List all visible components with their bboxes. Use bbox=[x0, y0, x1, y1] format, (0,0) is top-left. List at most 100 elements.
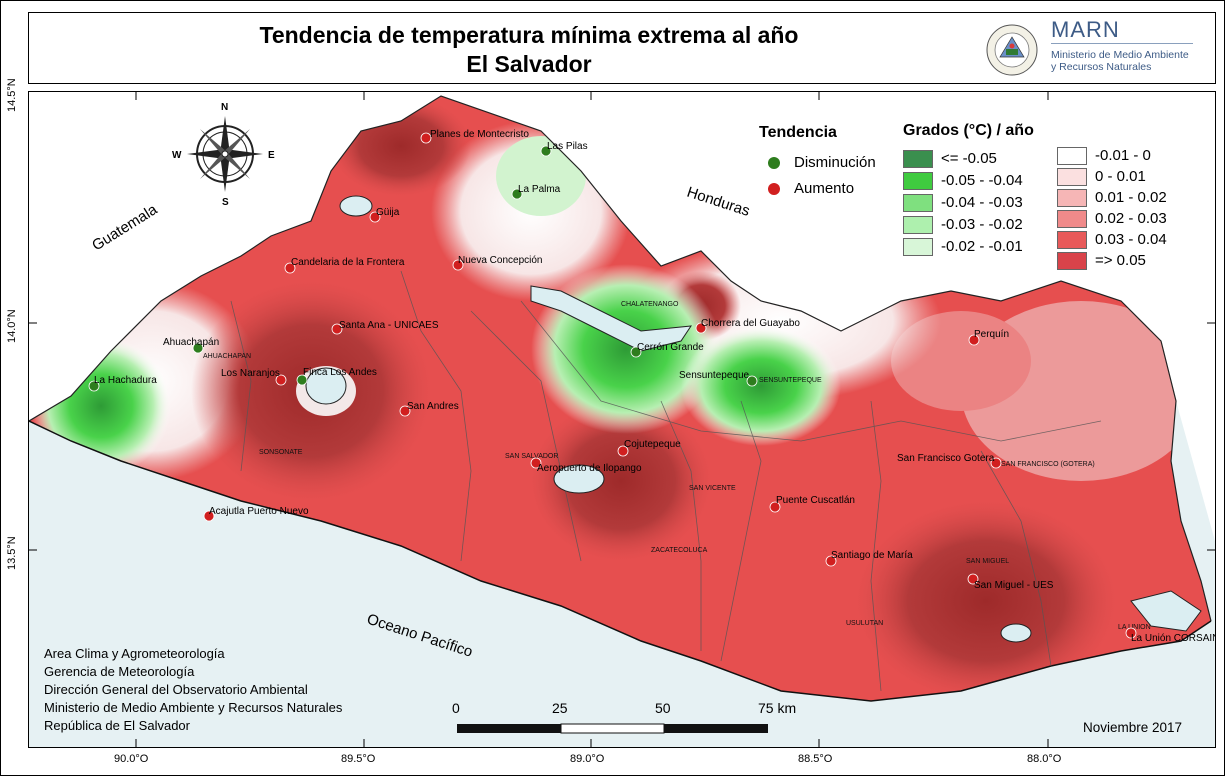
station-label: Las Pilas bbox=[547, 141, 588, 152]
legend-swatch bbox=[903, 172, 933, 191]
legend-swatch bbox=[1057, 252, 1087, 271]
legend-swatch bbox=[1057, 210, 1087, 229]
legend-swatch bbox=[903, 194, 933, 213]
legend-class: -0.04 - -0.03 bbox=[903, 194, 1023, 213]
legend-class: 0 - 0.01 bbox=[1057, 168, 1146, 187]
legend-class-label: -0.01 - 0 bbox=[1095, 147, 1151, 164]
station-marker[interactable] bbox=[399, 405, 411, 417]
country-border bbox=[29, 95, 1212, 622]
station-marker[interactable] bbox=[284, 262, 296, 274]
dept-label: SAN SALVADOR bbox=[505, 453, 558, 460]
station-marker[interactable] bbox=[420, 132, 432, 144]
station-label: Nueva Concepción bbox=[458, 255, 543, 266]
station-marker[interactable] bbox=[825, 555, 837, 567]
station-marker[interactable] bbox=[192, 342, 204, 354]
department-borders bbox=[230, 270, 1102, 692]
legend-swatch bbox=[1057, 189, 1087, 208]
lon-label-89-5: 89.5°O bbox=[341, 753, 376, 765]
compass-rose: N S E W bbox=[170, 98, 280, 210]
legend-class: -0.03 - -0.02 bbox=[903, 216, 1023, 235]
station-label: San Andres bbox=[407, 401, 459, 412]
legend-trend-decrease-label: Disminución bbox=[794, 154, 876, 171]
coastline bbox=[29, 420, 1212, 702]
lat-label-13-5: 13.5°N bbox=[6, 536, 18, 570]
scale-label: 0 bbox=[452, 700, 460, 716]
station-label: La Hachadura bbox=[94, 375, 157, 386]
map-header: Tendencia de temperatura mínima extrema … bbox=[28, 12, 1216, 84]
station-marker[interactable] bbox=[630, 346, 642, 358]
station-marker[interactable] bbox=[88, 380, 100, 392]
dept-label: SONSONATE bbox=[259, 449, 303, 456]
station-marker[interactable] bbox=[203, 510, 215, 522]
station-label: Candelaria de la Frontera bbox=[291, 257, 405, 268]
red-dot-icon bbox=[768, 183, 780, 196]
dept-label: CHALATENANGO bbox=[621, 301, 679, 308]
station-label: Cojutepeque bbox=[624, 439, 681, 450]
dept-label: AHUACHAPAN bbox=[203, 353, 251, 360]
station-label: Finca Los Andes bbox=[303, 367, 377, 378]
lake-olomega bbox=[1000, 623, 1032, 643]
lake-cerron-grande bbox=[530, 285, 693, 352]
station-marker[interactable] bbox=[369, 211, 381, 223]
station-marker[interactable] bbox=[296, 374, 308, 386]
station-label: Planes de Montecristo bbox=[430, 129, 529, 140]
legend-class: -0.05 - -0.04 bbox=[903, 172, 1023, 191]
legend-class: -0.02 - -0.01 bbox=[903, 238, 1023, 257]
gulf-fonseca bbox=[1130, 590, 1202, 632]
compass-w: W bbox=[172, 150, 182, 161]
station-marker[interactable] bbox=[746, 375, 758, 387]
credit-line: Dirección General del Observatorio Ambie… bbox=[44, 682, 308, 697]
lat-label-14-5: 14.5°N bbox=[6, 78, 18, 112]
legend-degrees-title: Grados (°C) / año bbox=[903, 122, 1034, 139]
station-label: Cerrón Grande bbox=[637, 342, 704, 353]
dept-label: LA UNION bbox=[1118, 624, 1151, 631]
logo-divider bbox=[1051, 43, 1193, 44]
station-marker[interactable] bbox=[275, 374, 287, 386]
station-marker[interactable] bbox=[511, 188, 523, 200]
station-marker[interactable] bbox=[695, 322, 707, 334]
station-marker[interactable] bbox=[769, 501, 781, 513]
legend-trend-decrease: Disminución bbox=[768, 154, 876, 171]
lon-label-89-0: 89.0°O bbox=[570, 753, 605, 765]
station-label: Puente Cuscatlán bbox=[776, 495, 855, 506]
legend-class-label: -0.05 - -0.04 bbox=[941, 172, 1023, 189]
legend-class: 0.01 - 0.02 bbox=[1057, 189, 1167, 208]
legend-class-label: 0.03 - 0.04 bbox=[1095, 231, 1167, 248]
scale-label: 25 bbox=[552, 700, 568, 716]
station-marker[interactable] bbox=[530, 457, 542, 469]
credit-line: Area Clima y Agrometeorología bbox=[44, 646, 225, 661]
legend-swatch bbox=[1057, 147, 1087, 166]
legend-class-label: -0.03 - -0.02 bbox=[941, 216, 1023, 233]
station-marker[interactable] bbox=[968, 334, 980, 346]
station-marker[interactable] bbox=[990, 457, 1002, 469]
station-label: Sensuntepeque bbox=[679, 370, 750, 381]
credit-line: Gerencia de Meteorología bbox=[44, 664, 195, 679]
station-marker[interactable] bbox=[1125, 627, 1137, 639]
station-label: Santa Ana - UNICAES bbox=[339, 320, 439, 331]
legend-class-label: 0.02 - 0.03 bbox=[1095, 210, 1167, 227]
station-marker[interactable] bbox=[540, 145, 552, 157]
lon-label-90-0: 90.0°O bbox=[114, 753, 149, 765]
el-salvador-seal-logo bbox=[986, 24, 1038, 76]
station-marker[interactable] bbox=[617, 445, 629, 457]
compass-rose-icon bbox=[187, 116, 263, 192]
marn-logo-text: MARN bbox=[1051, 17, 1120, 42]
station-marker[interactable] bbox=[331, 323, 343, 335]
legend-class-label: 0.01 - 0.02 bbox=[1095, 189, 1167, 206]
legend-class-label: 0 - 0.01 bbox=[1095, 168, 1146, 185]
station-label: La Unión CORSAIN bbox=[1131, 633, 1215, 644]
legend-class-label: -0.02 - -0.01 bbox=[941, 238, 1023, 255]
dept-label: SAN MIGUEL bbox=[966, 558, 1009, 565]
credit-line: República de El Salvador bbox=[44, 718, 190, 733]
legend-class-label: -0.04 - -0.03 bbox=[941, 194, 1023, 211]
station-marker[interactable] bbox=[452, 259, 464, 271]
lake-coatepeque bbox=[305, 367, 347, 405]
station-marker[interactable] bbox=[967, 573, 979, 585]
dept-label: SAN VICENTE bbox=[689, 485, 736, 492]
legend-swatch bbox=[903, 216, 933, 235]
legend-class: 0.03 - 0.04 bbox=[1057, 231, 1167, 250]
station-label: Acajutla Puerto Nuevo bbox=[209, 506, 309, 517]
station-label: Los Naranjos bbox=[221, 368, 280, 379]
lake-ilopango bbox=[553, 464, 605, 494]
map-title: Tendencia de temperatura mínima extrema … bbox=[259, 22, 799, 48]
